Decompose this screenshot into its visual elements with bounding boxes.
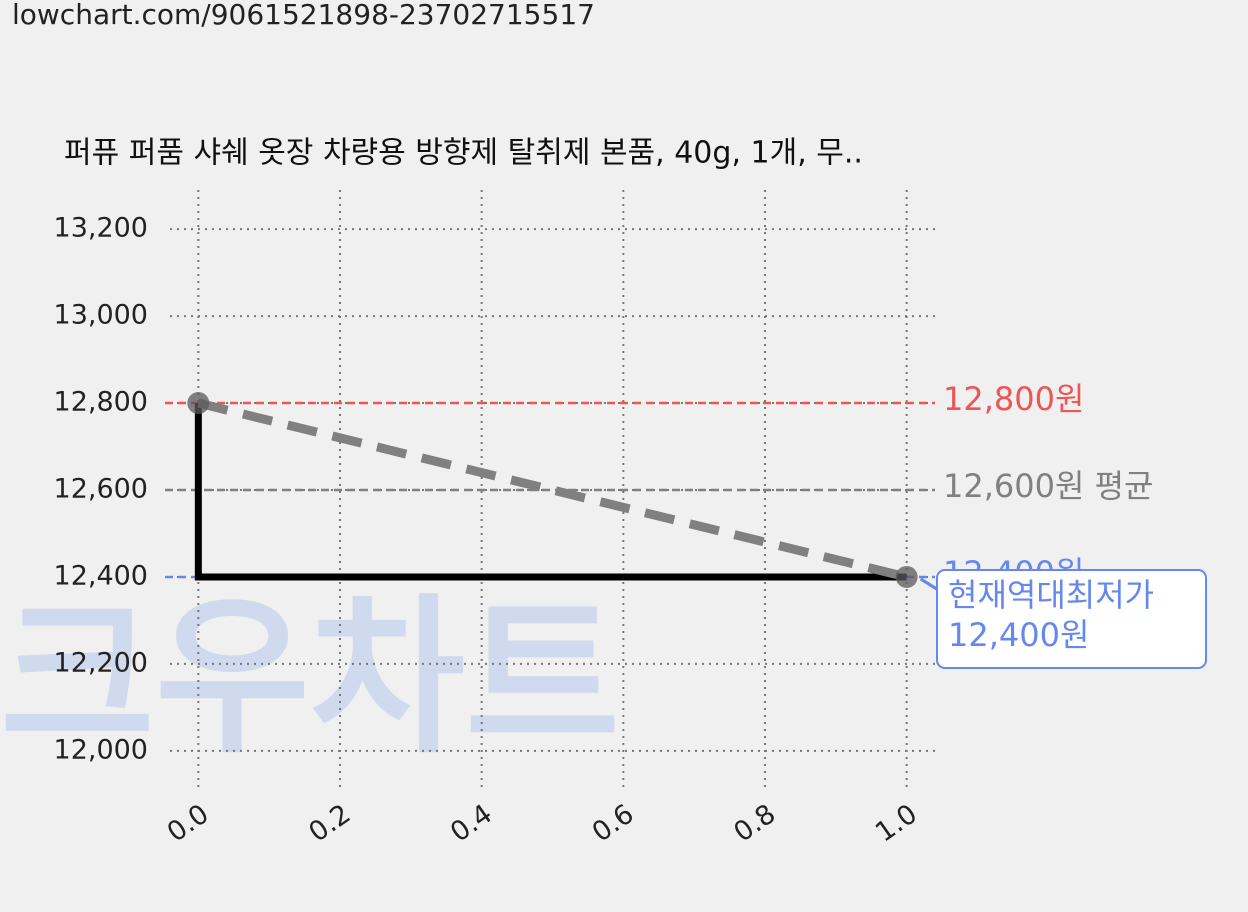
point bbox=[895, 565, 918, 588]
annotation-text: 현재역대최저가 bbox=[948, 576, 1154, 614]
page-url: lowchart.com/9061521898-23702715517 bbox=[12, 0, 595, 31]
y-tick-label: 12,000 bbox=[54, 734, 148, 765]
chart-title: 퍼퓨 퍼품 샤쉐 옷장 차량용 방향제 탈취제 본품, 40g, 1개, 무.. bbox=[64, 136, 863, 171]
series-line bbox=[197, 398, 908, 582]
y-tick-label: 12,400 bbox=[54, 560, 148, 591]
y-tick-label: 12,200 bbox=[54, 647, 148, 678]
reference-label: 12,600원 평균 bbox=[943, 467, 1153, 505]
annotation-text: 12,400원 bbox=[948, 616, 1089, 654]
x-tick-label: 0.8 bbox=[728, 798, 781, 848]
y-tick-label: 12,800 bbox=[54, 387, 148, 418]
x-tick-label: 0.0 bbox=[162, 798, 215, 848]
point bbox=[187, 392, 210, 415]
x-tick-label: 0.2 bbox=[303, 798, 356, 848]
y-tick-label: 13,000 bbox=[54, 300, 148, 331]
annotation-box bbox=[936, 569, 1207, 669]
y-tick-label: 13,200 bbox=[54, 213, 148, 244]
reference-label: 12,800원 bbox=[943, 380, 1084, 418]
watermark: 크우차트 bbox=[0, 579, 620, 777]
x-tick-label: 1.0 bbox=[870, 798, 923, 848]
annotation-arrow bbox=[919, 577, 938, 591]
x-tick-label: 0.6 bbox=[587, 798, 640, 848]
x-tick-label: 0.4 bbox=[445, 798, 498, 848]
y-tick-label: 12,600 bbox=[54, 474, 148, 505]
series-line bbox=[194, 403, 907, 581]
